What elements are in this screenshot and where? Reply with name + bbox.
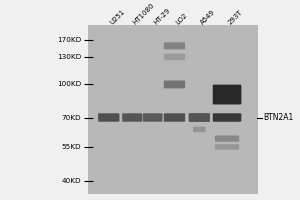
Text: 40KD: 40KD bbox=[61, 178, 81, 184]
Text: 293T: 293T bbox=[227, 9, 244, 25]
FancyBboxPatch shape bbox=[193, 127, 206, 132]
FancyBboxPatch shape bbox=[122, 113, 142, 122]
Bar bbox=[88, 25, 258, 194]
Text: BTN2A1: BTN2A1 bbox=[263, 113, 293, 122]
FancyBboxPatch shape bbox=[213, 85, 242, 104]
FancyBboxPatch shape bbox=[164, 113, 185, 122]
Text: A549: A549 bbox=[199, 8, 216, 25]
FancyBboxPatch shape bbox=[142, 113, 163, 122]
Text: HT-29: HT-29 bbox=[153, 7, 171, 25]
FancyBboxPatch shape bbox=[213, 113, 242, 122]
FancyBboxPatch shape bbox=[215, 144, 239, 150]
Text: 70KD: 70KD bbox=[61, 115, 81, 121]
Text: LO2: LO2 bbox=[175, 12, 188, 25]
FancyBboxPatch shape bbox=[164, 54, 185, 60]
FancyBboxPatch shape bbox=[98, 113, 119, 122]
FancyBboxPatch shape bbox=[215, 136, 239, 142]
FancyBboxPatch shape bbox=[164, 42, 185, 49]
FancyBboxPatch shape bbox=[164, 80, 185, 88]
Text: HT1080: HT1080 bbox=[132, 2, 156, 25]
Text: 170KD: 170KD bbox=[57, 37, 81, 43]
Text: 100KD: 100KD bbox=[57, 81, 81, 87]
Text: 130KD: 130KD bbox=[57, 54, 81, 60]
FancyBboxPatch shape bbox=[189, 113, 210, 122]
Text: 55KD: 55KD bbox=[61, 144, 81, 150]
Text: U251: U251 bbox=[109, 8, 126, 25]
